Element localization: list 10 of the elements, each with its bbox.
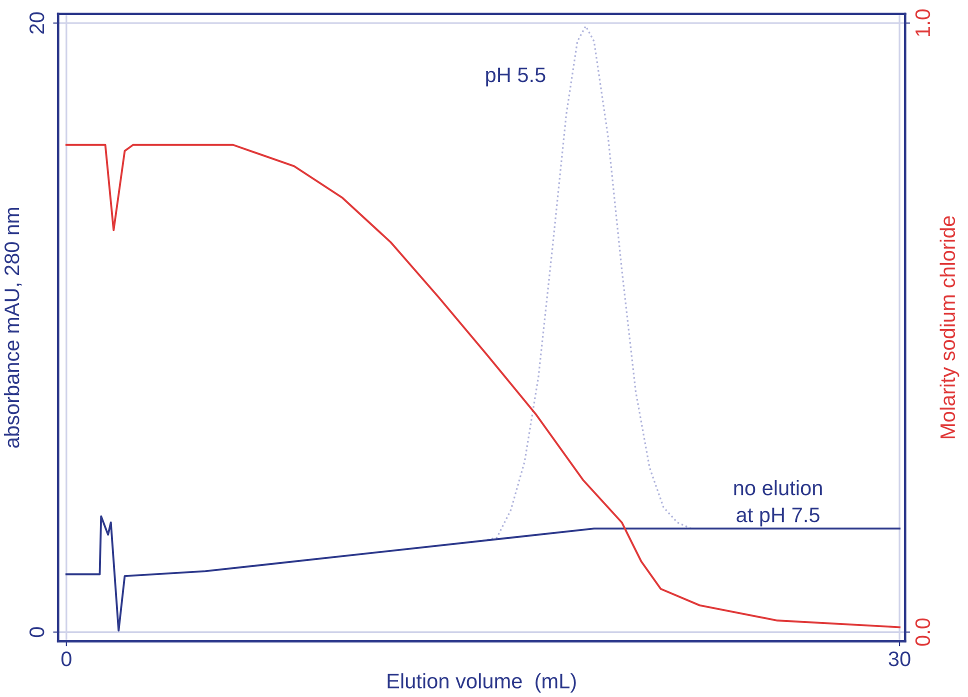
x-tick-label: 30 <box>888 652 910 666</box>
line-series <box>65 144 900 628</box>
annotation: no elution at pH 7.5 <box>734 480 822 526</box>
y2-tick-label: 1.0 <box>915 9 930 36</box>
y-tick-label: 20 <box>29 12 44 34</box>
annotation: pH 5.5 <box>486 68 546 86</box>
y-axis-title: absorbance mAU, 280 nm <box>4 208 22 448</box>
x-axis-title: Elution volume (mL) <box>388 673 576 693</box>
y2-axis-title: Molarity sodium chloride <box>940 216 960 438</box>
y2-tick-label: 0.0 <box>915 618 930 646</box>
